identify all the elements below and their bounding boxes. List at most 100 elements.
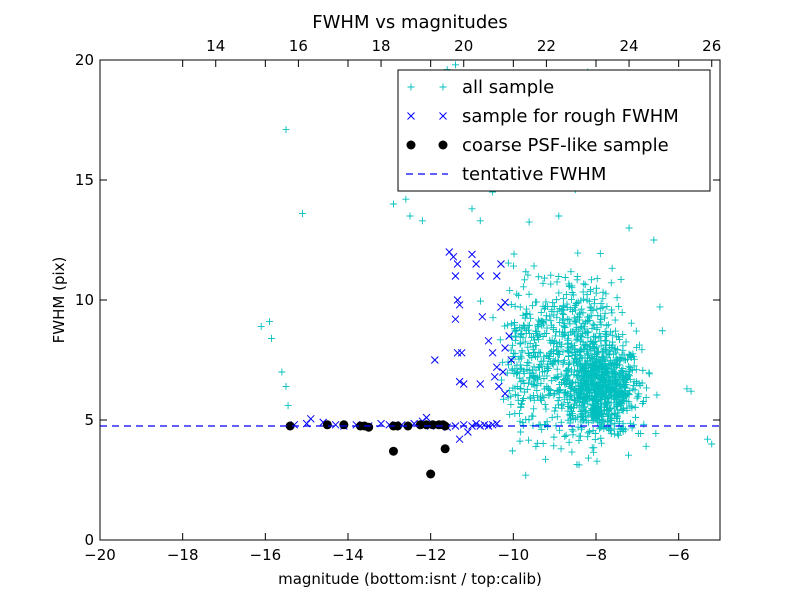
point-plus xyxy=(594,312,602,320)
point-plus xyxy=(553,365,561,373)
point-plus xyxy=(265,318,273,326)
top-x-tick-label: 18 xyxy=(372,37,391,55)
point-plus xyxy=(566,359,574,367)
point-plus xyxy=(509,341,517,349)
point-plus xyxy=(618,405,626,413)
point-plus xyxy=(607,279,615,287)
point-plus xyxy=(489,314,497,322)
point-plus xyxy=(639,366,647,374)
point-plus xyxy=(607,399,615,407)
point-plus xyxy=(594,390,602,398)
point-plus xyxy=(607,421,615,429)
point-plus xyxy=(517,352,525,360)
point-plus xyxy=(611,346,619,354)
point-plus xyxy=(565,438,573,446)
point-plus xyxy=(607,328,615,336)
point-x xyxy=(451,422,460,430)
point-plus xyxy=(526,321,534,329)
point-plus xyxy=(541,401,549,409)
point-plus xyxy=(622,368,630,376)
point-plus xyxy=(540,274,548,282)
point-plus xyxy=(593,284,601,292)
point-plus xyxy=(507,357,515,365)
point-plus xyxy=(504,321,512,329)
point-dot xyxy=(438,420,448,430)
point-plus xyxy=(568,425,576,433)
point-plus xyxy=(635,341,643,349)
point-plus xyxy=(543,352,551,360)
point-plus xyxy=(548,321,556,329)
point-plus xyxy=(613,360,621,368)
point-x xyxy=(488,348,497,357)
point-plus xyxy=(543,372,551,380)
point-plus xyxy=(608,414,616,422)
point-plus xyxy=(507,401,515,409)
point-plus xyxy=(568,349,576,357)
point-plus xyxy=(533,381,541,389)
point-plus xyxy=(628,366,636,374)
point-plus xyxy=(607,306,615,314)
point-plus xyxy=(570,304,578,312)
point-plus xyxy=(541,329,549,337)
point-plus xyxy=(519,311,527,319)
point-dot xyxy=(440,444,450,454)
point-plus xyxy=(533,328,541,336)
point-plus xyxy=(602,344,610,352)
x-tick-label: −6 xyxy=(668,546,690,564)
point-dot xyxy=(406,140,416,150)
point-plus xyxy=(533,439,541,447)
point-plus xyxy=(642,384,650,392)
legend-label: tentative FWHM xyxy=(462,164,606,185)
point-plus xyxy=(608,338,616,346)
point-x xyxy=(451,315,460,324)
point-plus xyxy=(282,382,290,390)
point-plus xyxy=(653,391,661,399)
point-x xyxy=(476,380,485,388)
point-plus xyxy=(551,332,559,340)
point-plus xyxy=(559,315,567,323)
point-plus xyxy=(547,389,555,397)
point-plus xyxy=(605,393,613,401)
point-plus xyxy=(532,341,540,349)
point-plus xyxy=(574,249,582,257)
point-plus xyxy=(510,262,518,270)
point-plus xyxy=(608,264,616,272)
point-plus xyxy=(563,304,571,312)
point-plus xyxy=(619,428,627,436)
point-plus xyxy=(614,394,622,402)
y-tick-label: 5 xyxy=(84,411,94,429)
point-plus xyxy=(604,321,612,329)
point-plus xyxy=(576,309,584,317)
point-plus xyxy=(532,329,540,337)
point-plus xyxy=(632,413,640,421)
point-plus xyxy=(566,410,574,418)
point-plus xyxy=(553,313,561,321)
point-plus xyxy=(564,371,572,379)
point-plus xyxy=(524,271,532,279)
point-plus xyxy=(523,385,531,393)
point-plus xyxy=(602,331,610,339)
point-plus xyxy=(645,369,653,377)
point-plus xyxy=(573,351,581,359)
point-plus xyxy=(634,392,642,400)
point-x xyxy=(497,303,505,312)
point-plus xyxy=(575,359,583,367)
point-dot xyxy=(285,421,295,431)
point-plus xyxy=(562,388,570,396)
point-plus xyxy=(508,333,516,341)
point-plus xyxy=(526,339,534,347)
point-plus xyxy=(497,376,505,384)
point-plus xyxy=(581,371,589,379)
point-dot xyxy=(422,420,432,430)
point-plus xyxy=(573,332,581,340)
point-plus xyxy=(625,451,633,459)
point-plus xyxy=(580,325,588,333)
top-x-tick-label: 14 xyxy=(206,37,225,55)
point-plus xyxy=(451,61,459,69)
point-plus xyxy=(574,368,582,376)
point-plus xyxy=(603,337,611,345)
point-plus xyxy=(590,401,598,409)
point-plus xyxy=(553,296,561,304)
point-plus xyxy=(590,416,598,424)
legend: all sample sample for rough FWHM coarse PS… xyxy=(397,69,711,192)
